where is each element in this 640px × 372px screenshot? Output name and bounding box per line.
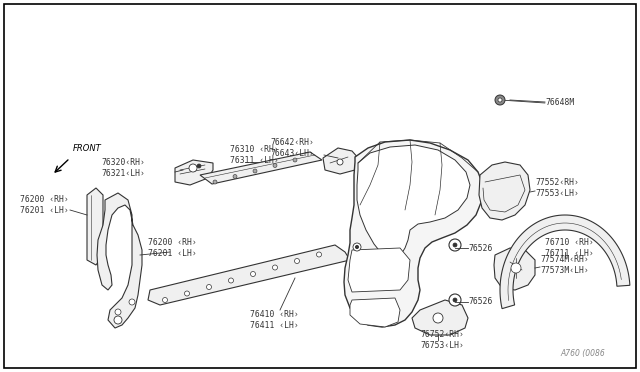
Polygon shape (87, 188, 103, 265)
Circle shape (449, 239, 461, 251)
Circle shape (184, 291, 189, 296)
Circle shape (453, 243, 457, 247)
Circle shape (337, 159, 343, 165)
Text: 76752‹RH›
76753‹LH›: 76752‹RH› 76753‹LH› (420, 330, 464, 350)
Circle shape (273, 164, 277, 167)
Circle shape (163, 298, 168, 302)
Text: 76200 ‹RH›
76201 ‹LH›: 76200 ‹RH› 76201 ‹LH› (20, 195, 68, 215)
Polygon shape (357, 145, 470, 258)
Text: 76410 ‹RH›
76411 ‹LH›: 76410 ‹RH› 76411 ‹LH› (250, 310, 299, 330)
Circle shape (511, 263, 521, 273)
Circle shape (189, 164, 197, 172)
Circle shape (317, 252, 321, 257)
Circle shape (495, 95, 505, 105)
Circle shape (228, 278, 234, 283)
Circle shape (273, 265, 278, 270)
Circle shape (449, 294, 461, 306)
Circle shape (453, 298, 457, 302)
Text: 76200 ‹RH›
76201 ‹LH›: 76200 ‹RH› 76201 ‹LH› (148, 238, 196, 258)
Polygon shape (323, 148, 360, 174)
Circle shape (498, 98, 502, 102)
Text: 76710 ‹RH›
76711 ‹LH›: 76710 ‹RH› 76711 ‹LH› (545, 238, 594, 258)
Text: 76526: 76526 (468, 298, 492, 307)
Polygon shape (148, 245, 350, 305)
Polygon shape (412, 300, 468, 335)
Circle shape (294, 259, 300, 263)
Text: 76526: 76526 (468, 244, 492, 253)
Circle shape (207, 285, 211, 289)
Text: 76320‹RH›
76321‹LH›: 76320‹RH› 76321‹LH› (101, 158, 145, 178)
Circle shape (233, 174, 237, 179)
Circle shape (114, 316, 122, 324)
Circle shape (115, 309, 121, 315)
Polygon shape (348, 248, 410, 292)
Polygon shape (494, 248, 535, 290)
Polygon shape (97, 193, 142, 328)
Circle shape (213, 180, 217, 184)
Text: 76648M: 76648M (545, 97, 574, 106)
Text: 76642‹RH›
76643‹LH›: 76642‹RH› 76643‹LH› (270, 138, 314, 158)
Circle shape (250, 272, 255, 276)
Text: 77552‹RH›
77553‹LH›: 77552‹RH› 77553‹LH› (535, 178, 579, 198)
Polygon shape (500, 215, 630, 309)
Circle shape (197, 164, 201, 168)
Circle shape (129, 299, 135, 305)
Polygon shape (350, 298, 400, 327)
Circle shape (433, 313, 443, 323)
Text: 76310 ‹RH›
76311 ‹LH›: 76310 ‹RH› 76311 ‹LH› (230, 145, 279, 165)
Circle shape (253, 169, 257, 173)
Circle shape (293, 158, 297, 162)
Text: FRONT: FRONT (73, 144, 102, 153)
Polygon shape (344, 140, 483, 327)
Text: 77574M‹RH›
77573M‹LH›: 77574M‹RH› 77573M‹LH› (540, 255, 589, 275)
Circle shape (353, 243, 361, 251)
Polygon shape (175, 160, 213, 185)
Text: A760 (0086: A760 (0086 (560, 349, 605, 358)
Polygon shape (200, 152, 322, 184)
Circle shape (355, 246, 358, 248)
Polygon shape (479, 162, 530, 220)
